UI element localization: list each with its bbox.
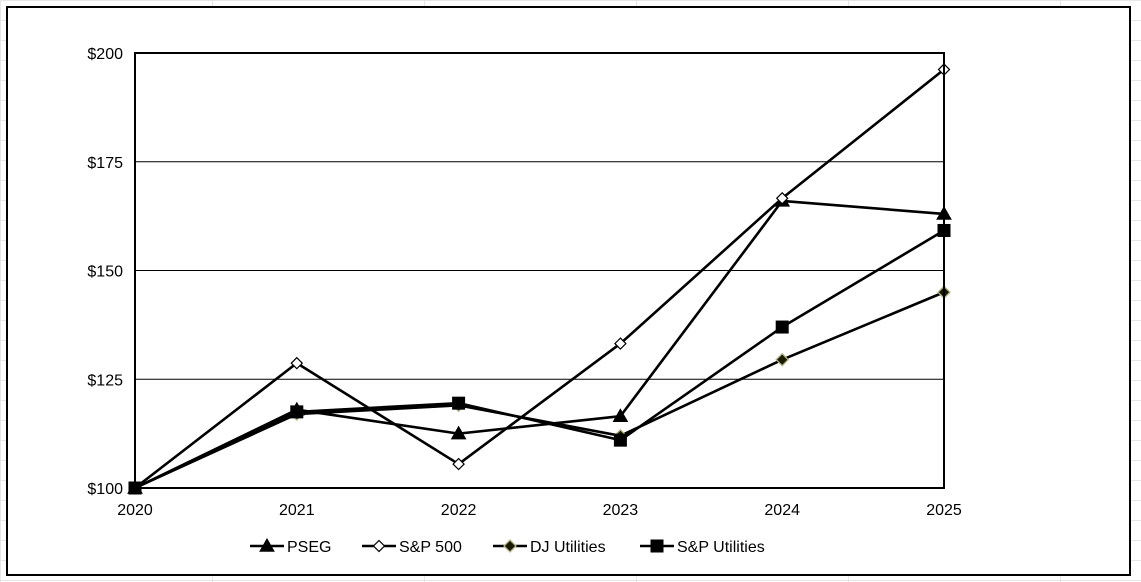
data-point-sp-utilities — [613, 433, 627, 447]
data-point-sp-500 — [775, 191, 789, 205]
series-line-pseg — [134, 199, 945, 490]
series-layer — [127, 63, 952, 495]
series-line-dj-utilities — [134, 291, 945, 490]
x-tick-label: 2024 — [764, 502, 800, 519]
legend-label-pseg: PSEG — [287, 539, 331, 556]
series-line-sp-utilities — [134, 229, 945, 490]
legend-item-sp-500: S&P 500 — [362, 539, 462, 556]
legend-item-dj-utilities: DJ Utilities — [493, 539, 606, 556]
x-tick-label: 2020 — [117, 502, 153, 519]
legend-item-pseg: PSEG — [250, 537, 331, 556]
legend-label-dj-utilities: DJ Utilities — [530, 539, 606, 556]
axis-labels: $100 $125 $150 $175 $200 2020 2021 2022 2023 2024… — [87, 46, 961, 519]
legend-label-sp-utilities: S&P Utilities — [677, 539, 765, 556]
data-point-sp-utilities — [775, 320, 789, 334]
data-point-sp-utilities — [452, 396, 466, 410]
data-point-dj-utilities — [775, 352, 790, 367]
series-sp-utilities — [128, 223, 951, 495]
legend-item-sp-utilities: S&P Utilities — [640, 539, 765, 556]
x-tick-label: 2021 — [279, 502, 315, 519]
y-tick-label: $175 — [87, 155, 123, 172]
x-tick-label: 2023 — [603, 502, 639, 519]
gridlines — [135, 161, 944, 380]
y-tick-label: $200 — [87, 46, 123, 63]
data-point-sp-500 — [614, 337, 627, 350]
data-point-pseg — [450, 425, 467, 440]
plot-area-border — [134, 52, 945, 489]
data-point-sp-utilities — [290, 405, 304, 419]
series-sp-500 — [128, 63, 951, 495]
data-point-pseg — [612, 408, 629, 422]
series-dj-utilities — [128, 285, 951, 495]
legend: PSEG S&P 500 DJ Utilities S&P Utilities — [250, 537, 765, 556]
legend-marker-pseg — [259, 537, 275, 552]
legend-label-sp-500: S&P 500 — [399, 539, 462, 556]
legend-marker-sp-utilities — [650, 539, 664, 553]
y-tick-label: $125 — [87, 372, 123, 389]
data-point-sp-500 — [290, 356, 304, 370]
data-point-sp-500 — [452, 457, 465, 471]
legend-marker-sp-500 — [372, 539, 386, 553]
y-tick-label: $100 — [87, 481, 123, 498]
y-tick-label: $150 — [87, 264, 123, 281]
series-pseg — [127, 192, 952, 494]
x-tick-label: 2025 — [926, 502, 962, 519]
legend-marker-dj-utilities — [503, 539, 517, 553]
x-tick-label: 2022 — [441, 502, 477, 519]
series-line-sp-500 — [134, 68, 945, 490]
